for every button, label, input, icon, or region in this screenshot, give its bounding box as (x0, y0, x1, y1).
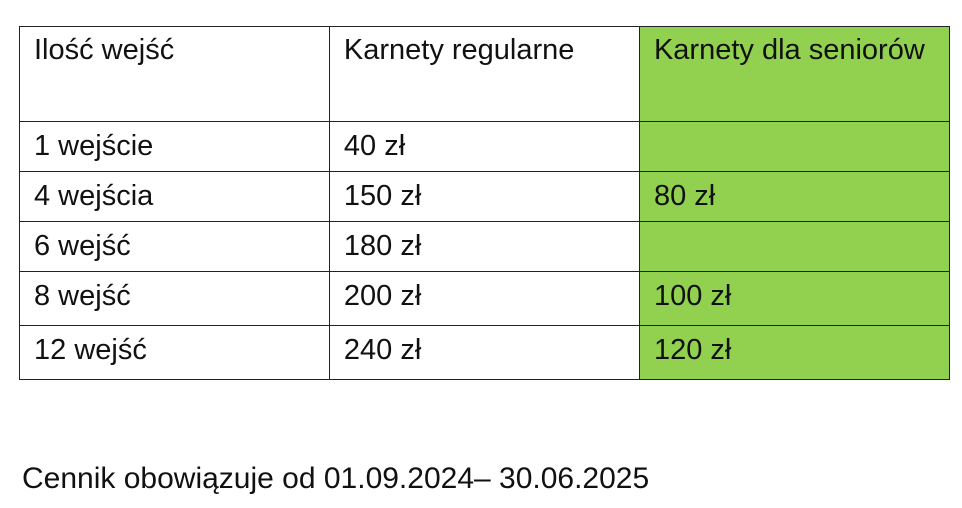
cell-seniors (638, 121, 951, 172)
header-seniors: Karnety dla seniorów (638, 26, 951, 122)
header-regular: Karnety regularne (328, 26, 640, 122)
validity-note: Cennik obowiązuje od 01.09.2024– 30.06.2… (22, 462, 650, 495)
table-row: 12 wejść 240 zł 120 zł (19, 325, 951, 380)
table-row: 6 wejść 180 zł (19, 221, 951, 272)
cell-seniors: 120 zł (638, 325, 951, 380)
price-table: Ilość wejść Karnety regularne Karnety dl… (19, 26, 951, 380)
cell-seniors (638, 221, 951, 272)
cell-entries: 1 wejście (19, 121, 330, 172)
cell-seniors: 80 zł (638, 171, 951, 222)
table-header-row: Ilość wejść Karnety regularne Karnety dl… (19, 26, 951, 122)
table-row: 4 wejścia 150 zł 80 zł (19, 171, 951, 222)
cell-regular: 200 zł (328, 271, 640, 326)
cell-entries: 6 wejść (19, 221, 330, 272)
cell-entries: 12 wejść (19, 325, 330, 380)
table-row: 8 wejść 200 zł 100 zł (19, 271, 951, 326)
table-row: 1 wejście 40 zł (19, 121, 951, 172)
cell-regular: 150 zł (328, 171, 640, 222)
cell-entries: 8 wejść (19, 271, 330, 326)
cell-regular: 180 zł (328, 221, 640, 272)
cell-regular: 240 zł (328, 325, 640, 380)
cell-seniors: 100 zł (638, 271, 951, 326)
cell-entries: 4 wejścia (19, 171, 330, 222)
header-entries: Ilość wejść (19, 26, 330, 122)
cell-regular: 40 zł (328, 121, 640, 172)
